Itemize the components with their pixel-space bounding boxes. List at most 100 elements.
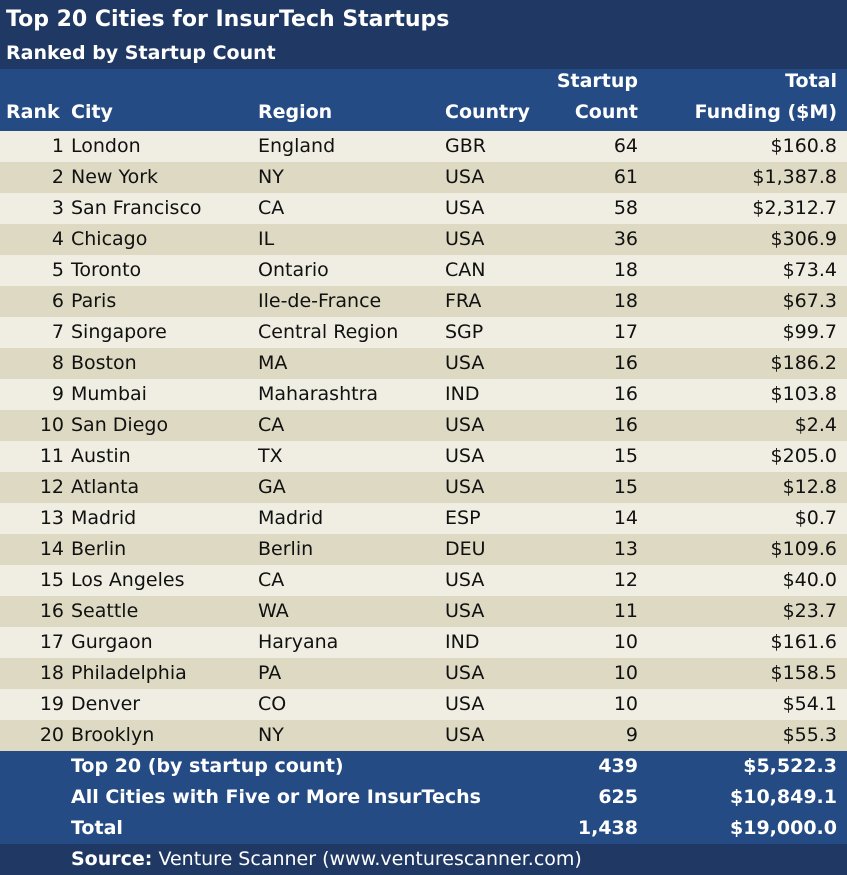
totals-count: 439	[598, 755, 638, 777]
cell-rank: 2	[51, 166, 64, 188]
totals-label: All Cities with Five or More InsurTechs	[71, 786, 481, 808]
cell-city: Toronto	[71, 259, 142, 281]
cell-total-funding: $186.2	[770, 352, 837, 374]
cell-rank: 15	[39, 569, 64, 591]
cell-startup-count: 61	[613, 166, 638, 188]
cell-total-funding: $40.0	[782, 569, 837, 591]
cell-total-funding: $1,387.8	[752, 166, 837, 188]
cell-region: NY	[258, 166, 284, 188]
cell-rank: 5	[51, 259, 64, 281]
table-row: 1 London England GBR 64 $160.8	[0, 131, 847, 162]
cell-city: Boston	[71, 352, 137, 374]
table-row: 18 Philadelphia PA USA 10 $158.5	[0, 658, 847, 689]
cell-region: CA	[258, 197, 285, 219]
cell-region: WA	[258, 600, 289, 622]
source-text: Venture Scanner (www.venturescanner.com)	[158, 848, 582, 870]
cell-rank: 11	[39, 445, 64, 467]
cell-city: San Diego	[71, 414, 169, 436]
cell-rank: 14	[39, 538, 64, 560]
cell-country: USA	[445, 662, 485, 684]
header-rank: Rank	[6, 101, 60, 123]
cell-country: USA	[445, 414, 485, 436]
cell-rank: 16	[39, 600, 64, 622]
cell-startup-count: 58	[613, 197, 638, 219]
totals-row-total: Total 1,438 $19,000.0	[0, 813, 847, 844]
cell-country: DEU	[445, 538, 486, 560]
cell-total-funding: $158.5	[770, 662, 837, 684]
cell-country: USA	[445, 228, 485, 250]
table-row: 7 Singapore Central Region SGP 17 $99.7	[0, 317, 847, 348]
cell-startup-count: 11	[613, 600, 638, 622]
cell-region: CA	[258, 414, 285, 436]
totals-funding: $19,000.0	[730, 817, 837, 839]
table-title: Top 20 Cities for InsurTech Startups	[0, 0, 847, 39]
cell-rank: 3	[51, 197, 64, 219]
cell-total-funding: $160.8	[770, 135, 837, 157]
cell-country: USA	[445, 476, 485, 498]
cell-city: Mumbai	[71, 383, 147, 405]
cell-total-funding: $2.4	[794, 414, 837, 436]
cell-region: Haryana	[258, 631, 339, 653]
table-subtitle: Ranked by Startup Count	[0, 39, 847, 69]
source-label: Source:	[71, 848, 153, 870]
totals-label: Total	[71, 817, 123, 839]
cell-region: CO	[258, 693, 287, 715]
cell-country: USA	[445, 197, 485, 219]
cell-startup-count: 10	[613, 631, 638, 653]
cell-city: London	[71, 135, 141, 157]
cell-total-funding: $54.1	[782, 693, 837, 715]
cell-total-funding: $103.8	[770, 383, 837, 405]
cell-total-funding: $0.7	[794, 507, 837, 529]
cell-rank: 12	[39, 476, 64, 498]
table-row: 15 Los Angeles CA USA 12 $40.0	[0, 565, 847, 596]
totals-funding: $10,849.1	[730, 786, 837, 808]
table-row: 11 Austin TX USA 15 $205.0	[0, 441, 847, 472]
cell-rank: 13	[39, 507, 64, 529]
table-row: 13 Madrid Madrid ESP 14 $0.7	[0, 503, 847, 534]
cell-country: USA	[445, 445, 485, 467]
header-funding-line1: Total	[785, 70, 837, 92]
cell-city: San Francisco	[71, 197, 202, 219]
cell-country: CAN	[445, 259, 486, 281]
table-body: 1 London England GBR 64 $160.8 2 New York NY USA 6…	[0, 131, 847, 751]
cell-region: CA	[258, 569, 285, 591]
table-row: 4 Chicago IL USA 36 $306.9	[0, 224, 847, 255]
table-row: 2 New York NY USA 61 $1,387.8	[0, 162, 847, 193]
cell-startup-count: 16	[613, 414, 638, 436]
table-row: 20 Brooklyn NY USA 9 $55.3	[0, 720, 847, 751]
cell-country: USA	[445, 569, 485, 591]
cell-total-funding: $99.7	[782, 321, 837, 343]
cell-region: MA	[258, 352, 288, 374]
cell-startup-count: 36	[613, 228, 638, 250]
cell-region: Berlin	[258, 538, 314, 560]
cell-region: Central Region	[258, 321, 399, 343]
cell-startup-count: 9	[625, 724, 638, 746]
cell-country: USA	[445, 600, 485, 622]
header-city: City	[71, 101, 113, 123]
cell-country: USA	[445, 724, 485, 746]
cell-city: Singapore	[71, 321, 167, 343]
totals-row-all-cities: All Cities with Five or More InsurTechs …	[0, 782, 847, 813]
cell-rank: 4	[51, 228, 64, 250]
cell-startup-count: 14	[613, 507, 638, 529]
column-header-row: Rank City Region Country Startup Count T…	[0, 69, 847, 131]
cell-city: Denver	[71, 693, 141, 715]
cell-city: Gurgaon	[71, 631, 153, 653]
table-row: 5 Toronto Ontario CAN 18 $73.4	[0, 255, 847, 286]
cell-region: TX	[258, 445, 283, 467]
totals-count: 625	[598, 786, 638, 808]
cell-country: FRA	[445, 290, 482, 312]
source-note: Source: Venture Scanner (www.venturescan…	[0, 844, 847, 875]
cell-rank: 6	[51, 290, 64, 312]
cell-country: SGP	[445, 321, 484, 343]
cell-rank: 7	[51, 321, 64, 343]
cell-startup-count: 12	[613, 569, 638, 591]
header-count-line1: Startup	[556, 70, 638, 92]
table-row: 17 Gurgaon Haryana IND 10 $161.6	[0, 627, 847, 658]
header-country: Country	[445, 101, 530, 123]
table-row: 3 San Francisco CA USA 58 $2,312.7	[0, 193, 847, 224]
cell-rank: 20	[39, 724, 64, 746]
cell-country: IND	[445, 383, 480, 405]
cell-city: Philadelphia	[71, 662, 187, 684]
cell-rank: 18	[39, 662, 64, 684]
